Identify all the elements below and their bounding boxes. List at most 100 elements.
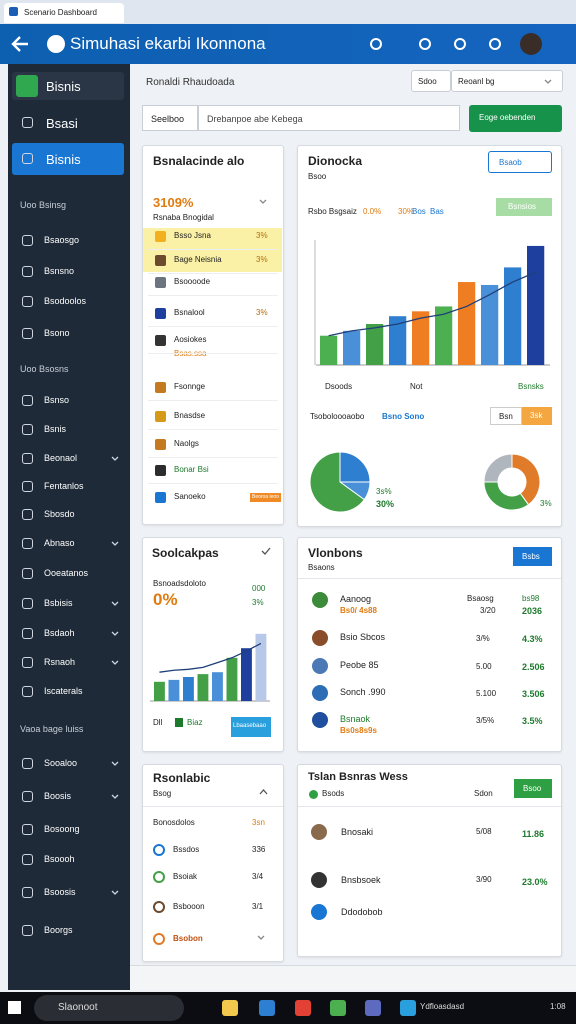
sidebar-item[interactable]: Bosoong xyxy=(44,824,80,834)
sidebar-item[interactable]: Ooeatanos xyxy=(44,568,89,578)
card-title: Rsonlabic xyxy=(153,771,211,785)
sidebar-item[interactable]: Bsbisis xyxy=(44,598,73,608)
card-button[interactable]: Bsoo xyxy=(514,779,552,798)
header-icon xyxy=(370,38,382,50)
sidebar-icon xyxy=(22,598,33,609)
pie-slice xyxy=(339,451,371,483)
sidebar-icon xyxy=(22,538,33,549)
sidebar-icon xyxy=(22,328,33,339)
header-icon xyxy=(419,38,431,50)
sidebar-icon xyxy=(22,395,33,406)
sidebar-icon xyxy=(22,453,33,464)
avatar xyxy=(312,658,328,674)
app-title: Simuhasi ekarbi Ikonnona xyxy=(70,34,266,53)
card-side: Sdon xyxy=(474,789,493,798)
select[interactable]: Reoanl bg xyxy=(451,70,563,92)
sidebar-item[interactable]: Bsaosgo xyxy=(44,235,80,245)
sidebar-item[interactable]: Bsasi xyxy=(46,116,78,131)
chevron xyxy=(259,199,267,204)
stat-label: Rsnaba Bnogidal xyxy=(153,213,214,222)
badge: Bsods xyxy=(322,789,345,798)
bar xyxy=(389,316,407,365)
badge-dot xyxy=(309,790,318,799)
donut-chart xyxy=(483,453,541,511)
search-button[interactable]: Eoge oebenden xyxy=(469,105,562,132)
name: Bnosaki xyxy=(341,827,374,837)
sidebar-item[interactable]: Bsoosis xyxy=(44,887,76,897)
row-icon xyxy=(155,277,166,288)
card-button[interactable]: Lbaasebaao xyxy=(231,717,271,737)
sidebar-item[interactable]: Bsnso xyxy=(44,395,70,405)
row-icon xyxy=(155,231,166,242)
sidebar-item[interactable]: Bsdaoh xyxy=(44,628,75,638)
avatar xyxy=(311,904,327,920)
donut-label: 3% xyxy=(540,499,552,508)
sidebar-item[interactable]: Rsnaoh xyxy=(44,657,76,667)
btn[interactable]: Bsn xyxy=(490,407,522,425)
row-icon xyxy=(153,871,165,883)
row-divider xyxy=(148,353,278,354)
sidebar-item[interactable]: Bsoooh xyxy=(44,854,75,864)
card-title: Vlonbons xyxy=(308,546,363,560)
search-input[interactable]: Drebanpoe abe Kebega xyxy=(198,105,460,131)
chevron-path xyxy=(111,794,119,799)
bar xyxy=(154,681,165,701)
sidebar-item[interactable]: Bisnis xyxy=(46,152,81,167)
row-label: Bsoooode xyxy=(174,277,211,286)
name: Ddodobob xyxy=(341,907,383,917)
sidebar-item[interactable]: Bsono xyxy=(44,328,70,338)
sidebar-icon xyxy=(22,657,33,668)
sidebar-item[interactable]: Bsnsno xyxy=(44,266,75,276)
check xyxy=(261,547,271,555)
avatar xyxy=(311,824,327,840)
header-icon xyxy=(489,38,501,50)
bar xyxy=(481,284,499,365)
clock: 1:08 xyxy=(550,1002,566,1011)
sidebar-item[interactable]: Sbosdo xyxy=(44,509,75,519)
btn[interactable]: 3sk xyxy=(522,407,552,425)
x-label: Bsnsks xyxy=(518,382,544,391)
sidebar-item[interactable]: Boorgs xyxy=(44,925,73,935)
sidebar-icon xyxy=(22,628,33,639)
row-label: Aosiokes xyxy=(174,335,207,344)
row-label: Bsso Jsna xyxy=(174,231,211,240)
sidebar-item[interactable]: Bsnis xyxy=(44,424,67,434)
card-button[interactable]: Bsbs xyxy=(513,547,552,566)
pie-label: 30% xyxy=(376,499,395,509)
right: 2036 xyxy=(522,606,543,616)
legend-item: Biaz xyxy=(187,718,203,727)
pie-slice xyxy=(483,481,530,511)
pill: Bsnsios xyxy=(496,198,552,216)
filters-label: Ronaldi Rhaudoada xyxy=(146,77,235,88)
sidebar-item[interactable]: Fentanlos xyxy=(44,481,84,491)
row-divider xyxy=(148,483,278,484)
row-divider xyxy=(148,326,278,327)
sidebar-icon xyxy=(22,686,33,697)
chevron-path xyxy=(259,789,268,795)
trend-line xyxy=(159,642,262,673)
sidebar-item[interactable]: Bisnis xyxy=(46,79,81,94)
bar xyxy=(241,648,252,701)
taskbar-search[interactable]: Slaonoot xyxy=(34,995,184,1021)
bar xyxy=(183,677,194,701)
sidebar-item[interactable]: Beonaol xyxy=(44,453,78,463)
card-button[interactable]: Bsaob xyxy=(488,151,552,173)
card-title: Bsnalacinde alo xyxy=(153,154,245,168)
sidebar-item[interactable]: Abnaso xyxy=(44,538,75,548)
card-title: Tslan Bsnras Wess xyxy=(308,771,408,783)
select[interactable]: Sdoo xyxy=(411,70,451,92)
bar xyxy=(343,330,361,365)
tab[interactable]: Scenario Dashboard xyxy=(4,3,124,23)
sidebar-item[interactable]: Boosis xyxy=(44,791,72,801)
chevron-path xyxy=(544,79,552,84)
row-value: 3% xyxy=(256,308,268,317)
sidebar-item[interactable]: Bsodoolos xyxy=(44,296,87,306)
chevron-path xyxy=(111,631,119,636)
sidebar-item[interactable]: Iscaterals xyxy=(44,686,83,696)
sidebar-icon xyxy=(22,854,33,865)
sidebar-item[interactable]: Sooaloo xyxy=(44,758,78,768)
row-icon xyxy=(155,308,166,319)
name: Bsio Sbcos xyxy=(340,632,386,642)
chevron-path xyxy=(259,199,267,204)
right: 2.506 xyxy=(522,662,545,672)
